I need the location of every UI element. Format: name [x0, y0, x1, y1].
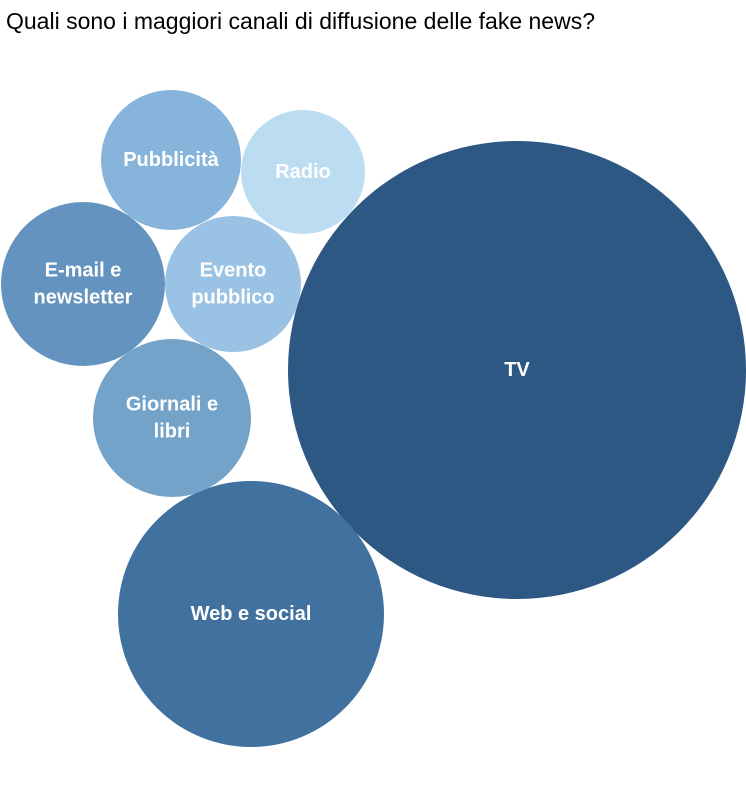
bubble-circle-radio — [241, 110, 365, 234]
bubble-circle-pubblicita — [101, 90, 241, 230]
bubble-label-giornali-libri-line-0: Giornali e — [126, 394, 218, 416]
bubble-web-social: Web e social — [118, 481, 384, 747]
bubble-circle-web-social — [118, 481, 384, 747]
bubble-radio: Radio — [241, 110, 365, 234]
bubble-evento-pubblico: Evento pubblico — [165, 216, 301, 352]
bubble-giornali-libri: Giornali e libri — [93, 339, 251, 497]
bubble-label-web-social-line-0: Web e social — [191, 603, 312, 625]
bubble-label-email-newsletter-line-0: E-mail e — [45, 260, 122, 282]
bubble-label-giornali-libri-line-1: libri — [154, 421, 191, 443]
bubble-label-evento-pubblico-line-1: pubblico — [191, 287, 274, 309]
bubble-email-newsletter: E-mail e newsletter — [1, 202, 165, 366]
bubble-circle-giornali-libri — [93, 339, 251, 497]
bubble-circle-email-newsletter — [1, 202, 165, 366]
bubble-circle-tv — [288, 141, 746, 599]
bubble-circle-evento-pubblico — [165, 216, 301, 352]
bubble-label-radio-line-0: Radio — [275, 161, 331, 183]
bubble-label-email-newsletter-line-1: newsletter — [34, 287, 133, 309]
bubble-label-tv-line-0: TV — [504, 359, 530, 381]
bubble-label-pubblicita-line-0: Pubblicità — [123, 149, 219, 171]
chart-title: Quali sono i maggiori canali di diffusio… — [6, 8, 595, 34]
bubble-label-evento-pubblico-line-0: Evento — [200, 260, 267, 282]
bubble-pubblicita: Pubblicità — [101, 90, 241, 230]
bubble-tv: TV — [288, 141, 746, 599]
